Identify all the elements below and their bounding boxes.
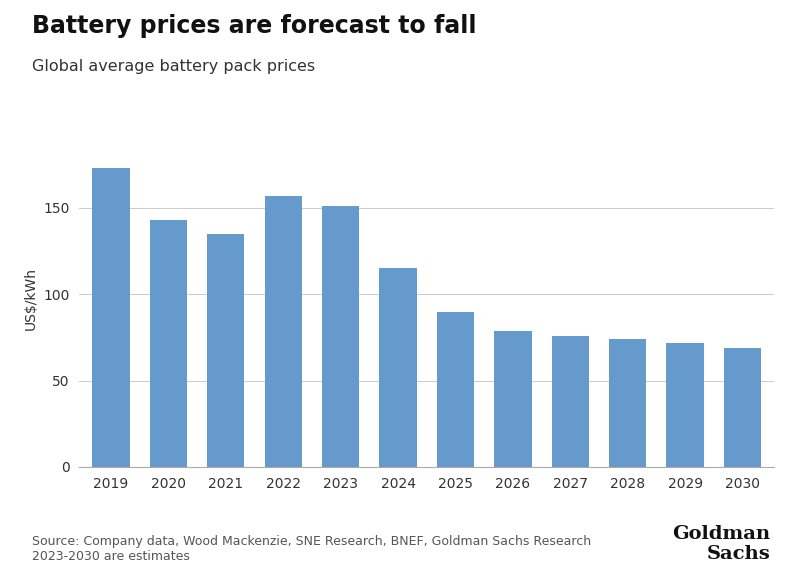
Bar (666, 342, 703, 467)
Bar (609, 339, 646, 467)
Bar (207, 234, 245, 467)
Bar (552, 336, 589, 467)
Bar (150, 220, 187, 467)
Bar (494, 331, 531, 467)
Y-axis label: US$/kWh: US$/kWh (24, 267, 38, 330)
Text: Source: Company data, Wood Mackenzie, SNE Research, BNEF, Goldman Sachs Research: Source: Company data, Wood Mackenzie, SN… (32, 535, 591, 563)
Bar (322, 206, 360, 467)
Bar (264, 196, 302, 467)
Bar (92, 168, 129, 467)
Bar (437, 311, 474, 467)
Bar (380, 268, 417, 467)
Bar (724, 348, 761, 467)
Text: Goldman
Sachs: Goldman Sachs (672, 525, 770, 563)
Text: Battery prices are forecast to fall: Battery prices are forecast to fall (32, 14, 476, 38)
Text: Global average battery pack prices: Global average battery pack prices (32, 59, 315, 75)
